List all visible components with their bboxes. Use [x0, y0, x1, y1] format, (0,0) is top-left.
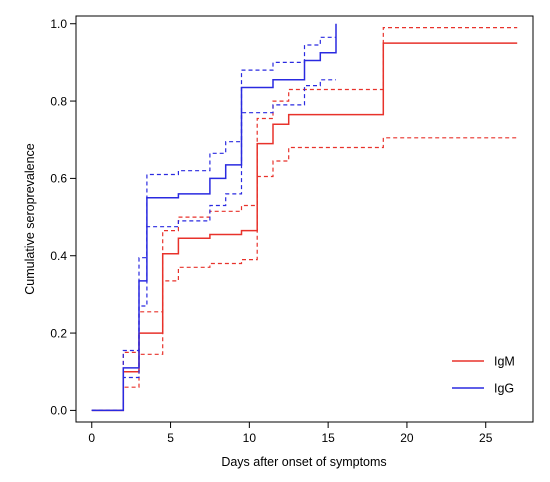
x-tick-label-5: 25 [479, 431, 493, 445]
x-tick-label-2: 10 [243, 431, 257, 445]
plot-frame [75, 15, 534, 423]
series-igm-ci-line-1 [91, 137, 518, 411]
series-igg-ci-line-5 [91, 36, 336, 411]
series-igm-ci-line-2 [91, 27, 518, 411]
x-tick-label-0: 0 [88, 431, 95, 445]
y-tick-label-1: 0.2 [50, 326, 67, 340]
x-tick-label-4: 20 [400, 431, 414, 445]
series-igg-ci-line-4 [91, 79, 336, 411]
y-tick-label-4: 0.8 [50, 94, 67, 108]
legend: IgM IgG [452, 355, 515, 396]
x-tick-label-3: 15 [321, 431, 335, 445]
y-tick-label-0: 0.0 [50, 404, 67, 418]
y-axis-title: Cumulative seroprevalence [23, 143, 37, 295]
axis-layer: 0 5 10 15 20 25 0.0 0.2 0.4 0.6 0.8 1.0 [50, 17, 492, 445]
x-axis-title: Days after onset of symptoms [221, 455, 386, 469]
x-tick-label-1: 5 [167, 431, 174, 445]
series-layer [91, 23, 518, 412]
y-tick-label-2: 0.4 [50, 249, 67, 263]
y-tick-label-5: 1.0 [50, 17, 67, 31]
legend-igm-label: IgM [494, 355, 515, 369]
legend-igg-label: IgG [494, 382, 514, 396]
y-tick-label-3: 0.6 [50, 172, 67, 186]
